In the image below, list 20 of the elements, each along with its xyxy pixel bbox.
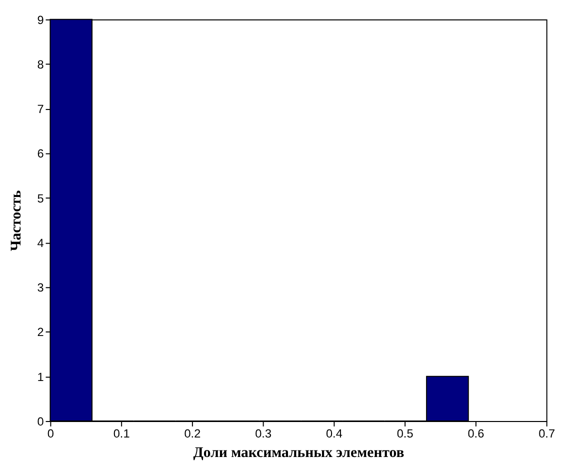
y-tick-label: 2 [37, 325, 44, 340]
y-tick-label: 6 [37, 146, 44, 161]
x-tick-label: 0.6 [468, 426, 485, 440]
x-tick-label: 0.5 [396, 426, 414, 440]
y-tick-label: 0 [37, 414, 44, 428]
x-tick-label: 0 [47, 426, 54, 440]
y-tick-label: 5 [37, 191, 44, 206]
y-tick-label: 9 [37, 12, 44, 27]
x-tick-label: 0.2 [184, 426, 201, 440]
x-tick-label: 0.4 [326, 426, 343, 440]
x-axis-title: Доли максимальных элементов [193, 444, 404, 461]
x-tick-label: 0.3 [255, 426, 272, 440]
y-axis-title: Частость [8, 190, 24, 252]
x-tick-label: 0.1 [113, 426, 130, 440]
y-tick-label: 7 [37, 102, 44, 116]
y-tick-label: 1 [37, 370, 44, 384]
y-tick-label: 8 [37, 57, 44, 72]
y-tick-label: 3 [37, 280, 44, 295]
x-tick-label: 0.7 [538, 426, 556, 440]
y-tick-label: 4 [37, 236, 44, 250]
